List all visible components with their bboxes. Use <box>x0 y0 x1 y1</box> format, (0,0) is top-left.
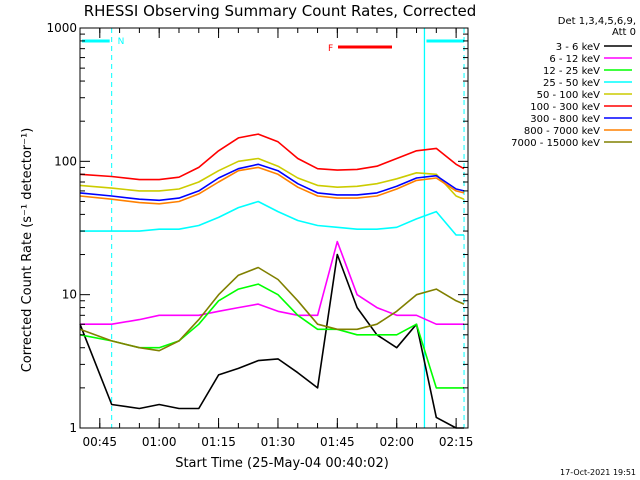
series-line-3 <box>79 283 464 389</box>
series-line-4 <box>80 200 464 236</box>
x-tick-label: 02:15 <box>439 435 474 449</box>
series-line-1 <box>79 253 464 429</box>
legend-label: 300 - 800 keV <box>530 114 600 125</box>
x-tick-label: 01:15 <box>201 435 236 449</box>
legend-label: 7000 - 15000 keV <box>511 138 600 149</box>
axes: 1 10 100 1000 00:45 01:00 01:15 01:30 01:45 02:00… <box>46 21 473 449</box>
x-axis-label: Start Time (25-May-04 00:40:02) <box>175 456 389 471</box>
legend-label: 6 - 12 keV <box>549 54 600 65</box>
legend-label: 800 - 7000 keV <box>524 126 600 137</box>
night-marker-label: N <box>118 37 125 47</box>
y-tick-label: 100 <box>54 154 77 168</box>
legend-header-line: Det 1,3,4,5,6,9, <box>558 16 636 27</box>
series-line-2 <box>80 240 464 326</box>
legend-label: 3 - 6 keV <box>556 42 600 53</box>
series-line-6 <box>79 133 465 181</box>
legend-label: 50 - 100 keV <box>537 90 601 101</box>
y-tick-label: 10 <box>62 288 77 302</box>
plot-frame <box>79 27 469 429</box>
x-tick-label: 01:30 <box>261 435 296 449</box>
plot-area: NF <box>79 28 465 429</box>
y-tick-label: 1 <box>69 421 77 435</box>
x-tick-label: 01:45 <box>320 435 355 449</box>
legend-label: 100 - 300 keV <box>530 102 600 113</box>
series-line-7 <box>79 163 465 202</box>
legend-header-line: Att 0 <box>612 27 636 38</box>
series-line-8 <box>79 166 465 205</box>
x-tick-label: 00:45 <box>82 435 117 449</box>
x-tick-label: 01:00 <box>142 435 177 449</box>
legend-header: Det 1,3,4,5,6,9,Att 0 <box>558 16 636 38</box>
legend-label: 25 - 50 keV <box>543 78 600 89</box>
series-line-5 <box>79 157 465 200</box>
series-line-9 <box>79 266 465 352</box>
flare-flag-label: F <box>328 44 333 54</box>
timestamp: 17-Oct-2021 19:51 <box>560 468 636 477</box>
y-tick-label: 1000 <box>46 21 77 35</box>
y-axis-label: Corrected Count Rate (s⁻¹ detector⁻¹) <box>20 128 35 373</box>
x-tick-label: 02:00 <box>379 435 414 449</box>
legend-label: 12 - 25 keV <box>543 66 600 77</box>
chart-title: RHESSI Observing Summary Count Rates, Co… <box>84 2 477 20</box>
